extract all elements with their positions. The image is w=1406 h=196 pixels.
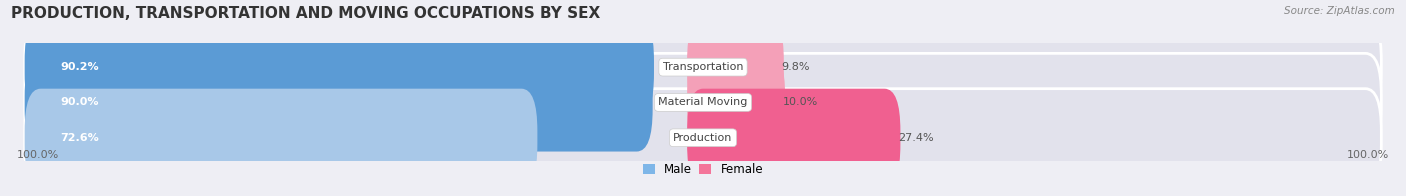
FancyBboxPatch shape xyxy=(688,53,785,152)
Text: 72.6%: 72.6% xyxy=(60,133,100,143)
Text: 100.0%: 100.0% xyxy=(1347,150,1389,160)
Text: PRODUCTION, TRANSPORTATION AND MOVING OCCUPATIONS BY SEX: PRODUCTION, TRANSPORTATION AND MOVING OC… xyxy=(11,6,600,21)
FancyBboxPatch shape xyxy=(688,18,783,116)
Text: 27.4%: 27.4% xyxy=(898,133,934,143)
Text: Source: ZipAtlas.com: Source: ZipAtlas.com xyxy=(1284,6,1395,16)
FancyBboxPatch shape xyxy=(25,18,1381,116)
FancyBboxPatch shape xyxy=(25,18,654,116)
Text: 10.0%: 10.0% xyxy=(783,97,818,107)
FancyBboxPatch shape xyxy=(25,53,1381,152)
Text: Production: Production xyxy=(673,133,733,143)
Text: 9.8%: 9.8% xyxy=(782,62,810,72)
Legend: Male, Female: Male, Female xyxy=(638,158,768,181)
Text: 90.2%: 90.2% xyxy=(60,62,98,72)
FancyBboxPatch shape xyxy=(688,89,900,187)
FancyBboxPatch shape xyxy=(25,89,537,187)
Text: Material Moving: Material Moving xyxy=(658,97,748,107)
Text: Transportation: Transportation xyxy=(662,62,744,72)
FancyBboxPatch shape xyxy=(25,89,1381,187)
Text: 100.0%: 100.0% xyxy=(17,150,59,160)
Text: 90.0%: 90.0% xyxy=(60,97,98,107)
FancyBboxPatch shape xyxy=(25,53,652,152)
